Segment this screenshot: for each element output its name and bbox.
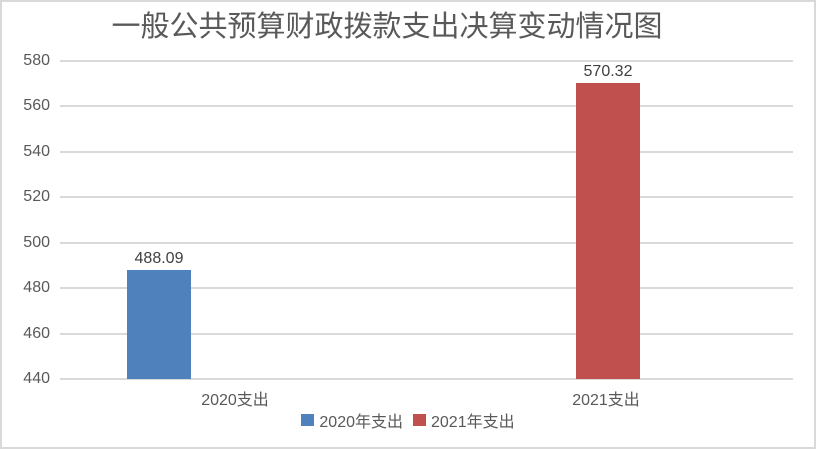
y-axis-tick-label: 520 (23, 188, 50, 206)
x-axis-category-label: 2020支出 (201, 392, 269, 409)
gridline (60, 378, 793, 380)
gridline (60, 332, 793, 335)
legend-item: 2021年支出 (413, 408, 515, 432)
gridline (60, 60, 793, 62)
legend-label: 2020年支出 (319, 414, 403, 431)
x-axis-category-label: 2021支出 (572, 392, 640, 409)
gridline (60, 196, 793, 199)
y-axis-tick-label: 440 (23, 370, 50, 387)
y-axis-tick-label: 560 (23, 97, 50, 115)
legend: 2020年支出 2021年支出 (2, 408, 814, 432)
gridline (60, 241, 793, 244)
legend-label: 2021年支出 (431, 414, 515, 431)
y-axis-tick-label: 540 (23, 142, 50, 160)
y-axis-tick-label: 500 (23, 233, 50, 251)
bar-value-label: 570.32 (583, 62, 633, 80)
y-axis-tick-label: 460 (23, 324, 50, 342)
bar-2020支出[interactable] (127, 269, 191, 379)
bar-2021支出[interactable] (576, 82, 640, 379)
gridline (60, 150, 793, 153)
y-axis-tick-label: 580 (23, 52, 50, 69)
y-axis-tick-label: 480 (23, 279, 50, 297)
gridline (60, 105, 793, 108)
legend-item: 2020年支出 (301, 408, 403, 432)
bar-value-label: 488.09 (134, 249, 184, 267)
legend-swatch-icon (413, 414, 426, 426)
gridline (60, 287, 793, 290)
chart-title: 一般公共预算财政拨款支出决算变动情况图 (111, 11, 663, 43)
legend-swatch-icon (301, 414, 315, 426)
